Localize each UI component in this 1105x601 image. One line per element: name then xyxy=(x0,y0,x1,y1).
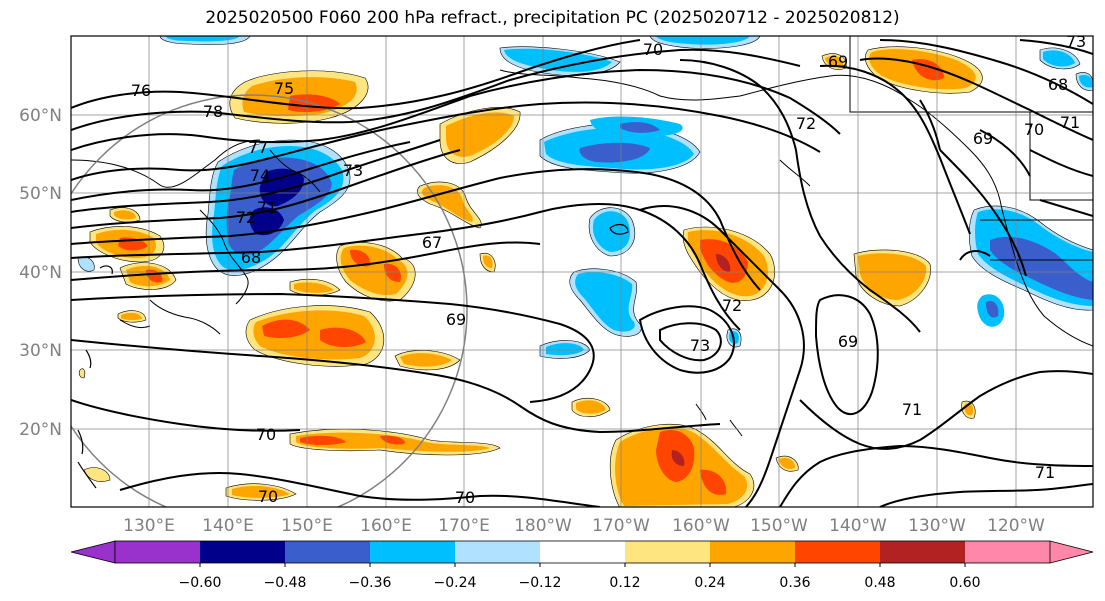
latitude-label: 30°N xyxy=(19,341,62,361)
precip-shading-negative xyxy=(77,36,1093,359)
colorbar-tick-label: 0.36 xyxy=(779,575,810,591)
colorbar-segment xyxy=(200,541,286,563)
longitude-label: 140°W xyxy=(829,516,887,536)
latitude-label: 60°N xyxy=(19,106,62,126)
longitude-label: 150°W xyxy=(750,516,808,536)
contour-label: 76 xyxy=(131,81,151,100)
colorbar-tick-label: 0.60 xyxy=(949,575,980,591)
colorbar-segment xyxy=(540,541,626,563)
colorbar-tick-label: 0.48 xyxy=(864,575,895,591)
longitude-label: 140°E xyxy=(202,516,254,536)
contour-label: 69 xyxy=(446,310,466,329)
colorbar-tick-label: −0.12 xyxy=(519,575,562,591)
contour-label: 69 xyxy=(973,129,993,148)
contour-label: 78 xyxy=(203,102,223,121)
reference-circle xyxy=(71,94,468,507)
contour-label: 67 xyxy=(422,233,442,252)
colorbar-segment xyxy=(965,541,1051,563)
contour-label: 70 xyxy=(1024,120,1044,139)
contour-label: 75 xyxy=(274,79,294,98)
contour-label: 71 xyxy=(1060,113,1080,132)
contour-label: 69 xyxy=(838,332,858,351)
colorbar-tick-label: 0.12 xyxy=(609,575,640,591)
contour-label: 73 xyxy=(343,161,363,180)
contour-label: 70 xyxy=(643,40,663,59)
latitude-label: 20°N xyxy=(19,420,62,440)
contour-label: 68 xyxy=(241,248,261,267)
colorbar-tick-label: −0.48 xyxy=(264,575,307,591)
longitude-labels: 130°E 140°E 150°E 160°E 170°E 180°W 170°W 160°W… xyxy=(123,516,1045,536)
island-fragments xyxy=(77,223,629,489)
longitude-label: 130°W xyxy=(908,516,966,536)
contour-label: 74 xyxy=(250,166,270,185)
contour-label: 69 xyxy=(828,52,848,71)
colorbar-tick-labels: −0.60 −0.48 −0.36 −0.24 −0.12 0.12 0.24 0.36 0.4… xyxy=(179,563,981,591)
contour-label: 72 xyxy=(722,296,742,315)
colorbar xyxy=(70,540,1094,564)
longitude-label: 180°W xyxy=(514,516,572,536)
colorbar-tick-label: −0.36 xyxy=(349,575,392,591)
colorbar-segment xyxy=(625,541,711,563)
colorbar-segment xyxy=(455,541,541,563)
latitude-labels: 60°N 50°N 40°N 30°N 20°N xyxy=(19,106,62,440)
refractivity-contours xyxy=(71,39,1093,507)
contour-label: 73 xyxy=(690,336,710,355)
map-border xyxy=(70,35,1094,508)
longitude-label: 170°E xyxy=(438,516,490,536)
longitude-label: 150°E xyxy=(281,516,333,536)
longitude-label: 170°W xyxy=(592,516,650,536)
contour-label: 70 xyxy=(258,487,278,506)
map-title: 2025020500 F060 200 hPa refract., precip… xyxy=(205,8,900,28)
contour-label: 71 xyxy=(902,400,922,419)
contour-label: 71 xyxy=(257,198,277,217)
colorbar-segment xyxy=(115,541,201,563)
colorbar-tick-label: 0.24 xyxy=(694,575,725,591)
colorbar-extend-high xyxy=(1049,540,1094,564)
colorbar-segment xyxy=(285,541,371,563)
contour-label: 72 xyxy=(796,114,816,133)
contour-label: 68 xyxy=(1048,75,1068,94)
longitude-label: 120°W xyxy=(987,516,1045,536)
longitude-label: 160°E xyxy=(360,516,412,536)
colorbar-extend-low xyxy=(70,540,116,564)
contour-label: 73 xyxy=(1066,32,1086,51)
colorbar-tick-label: −0.60 xyxy=(179,575,222,591)
contour-label: 71 xyxy=(1035,463,1055,482)
contour-label: 72 xyxy=(236,208,256,227)
longitude-label: 130°E xyxy=(123,516,175,536)
colorbar-segment xyxy=(795,541,881,563)
colorbar-segment xyxy=(710,541,796,563)
contour-label: 70 xyxy=(256,425,276,444)
colorbar-tick-label: −0.24 xyxy=(434,575,477,591)
latitude-label: 40°N xyxy=(19,263,62,283)
contour-label: 70 xyxy=(455,488,475,507)
latitude-label: 50°N xyxy=(19,184,62,204)
colorbar-segment xyxy=(370,541,456,563)
colorbar-segment xyxy=(880,541,966,563)
longitude-label: 160°W xyxy=(672,516,730,536)
contour-label: 77 xyxy=(248,138,268,157)
